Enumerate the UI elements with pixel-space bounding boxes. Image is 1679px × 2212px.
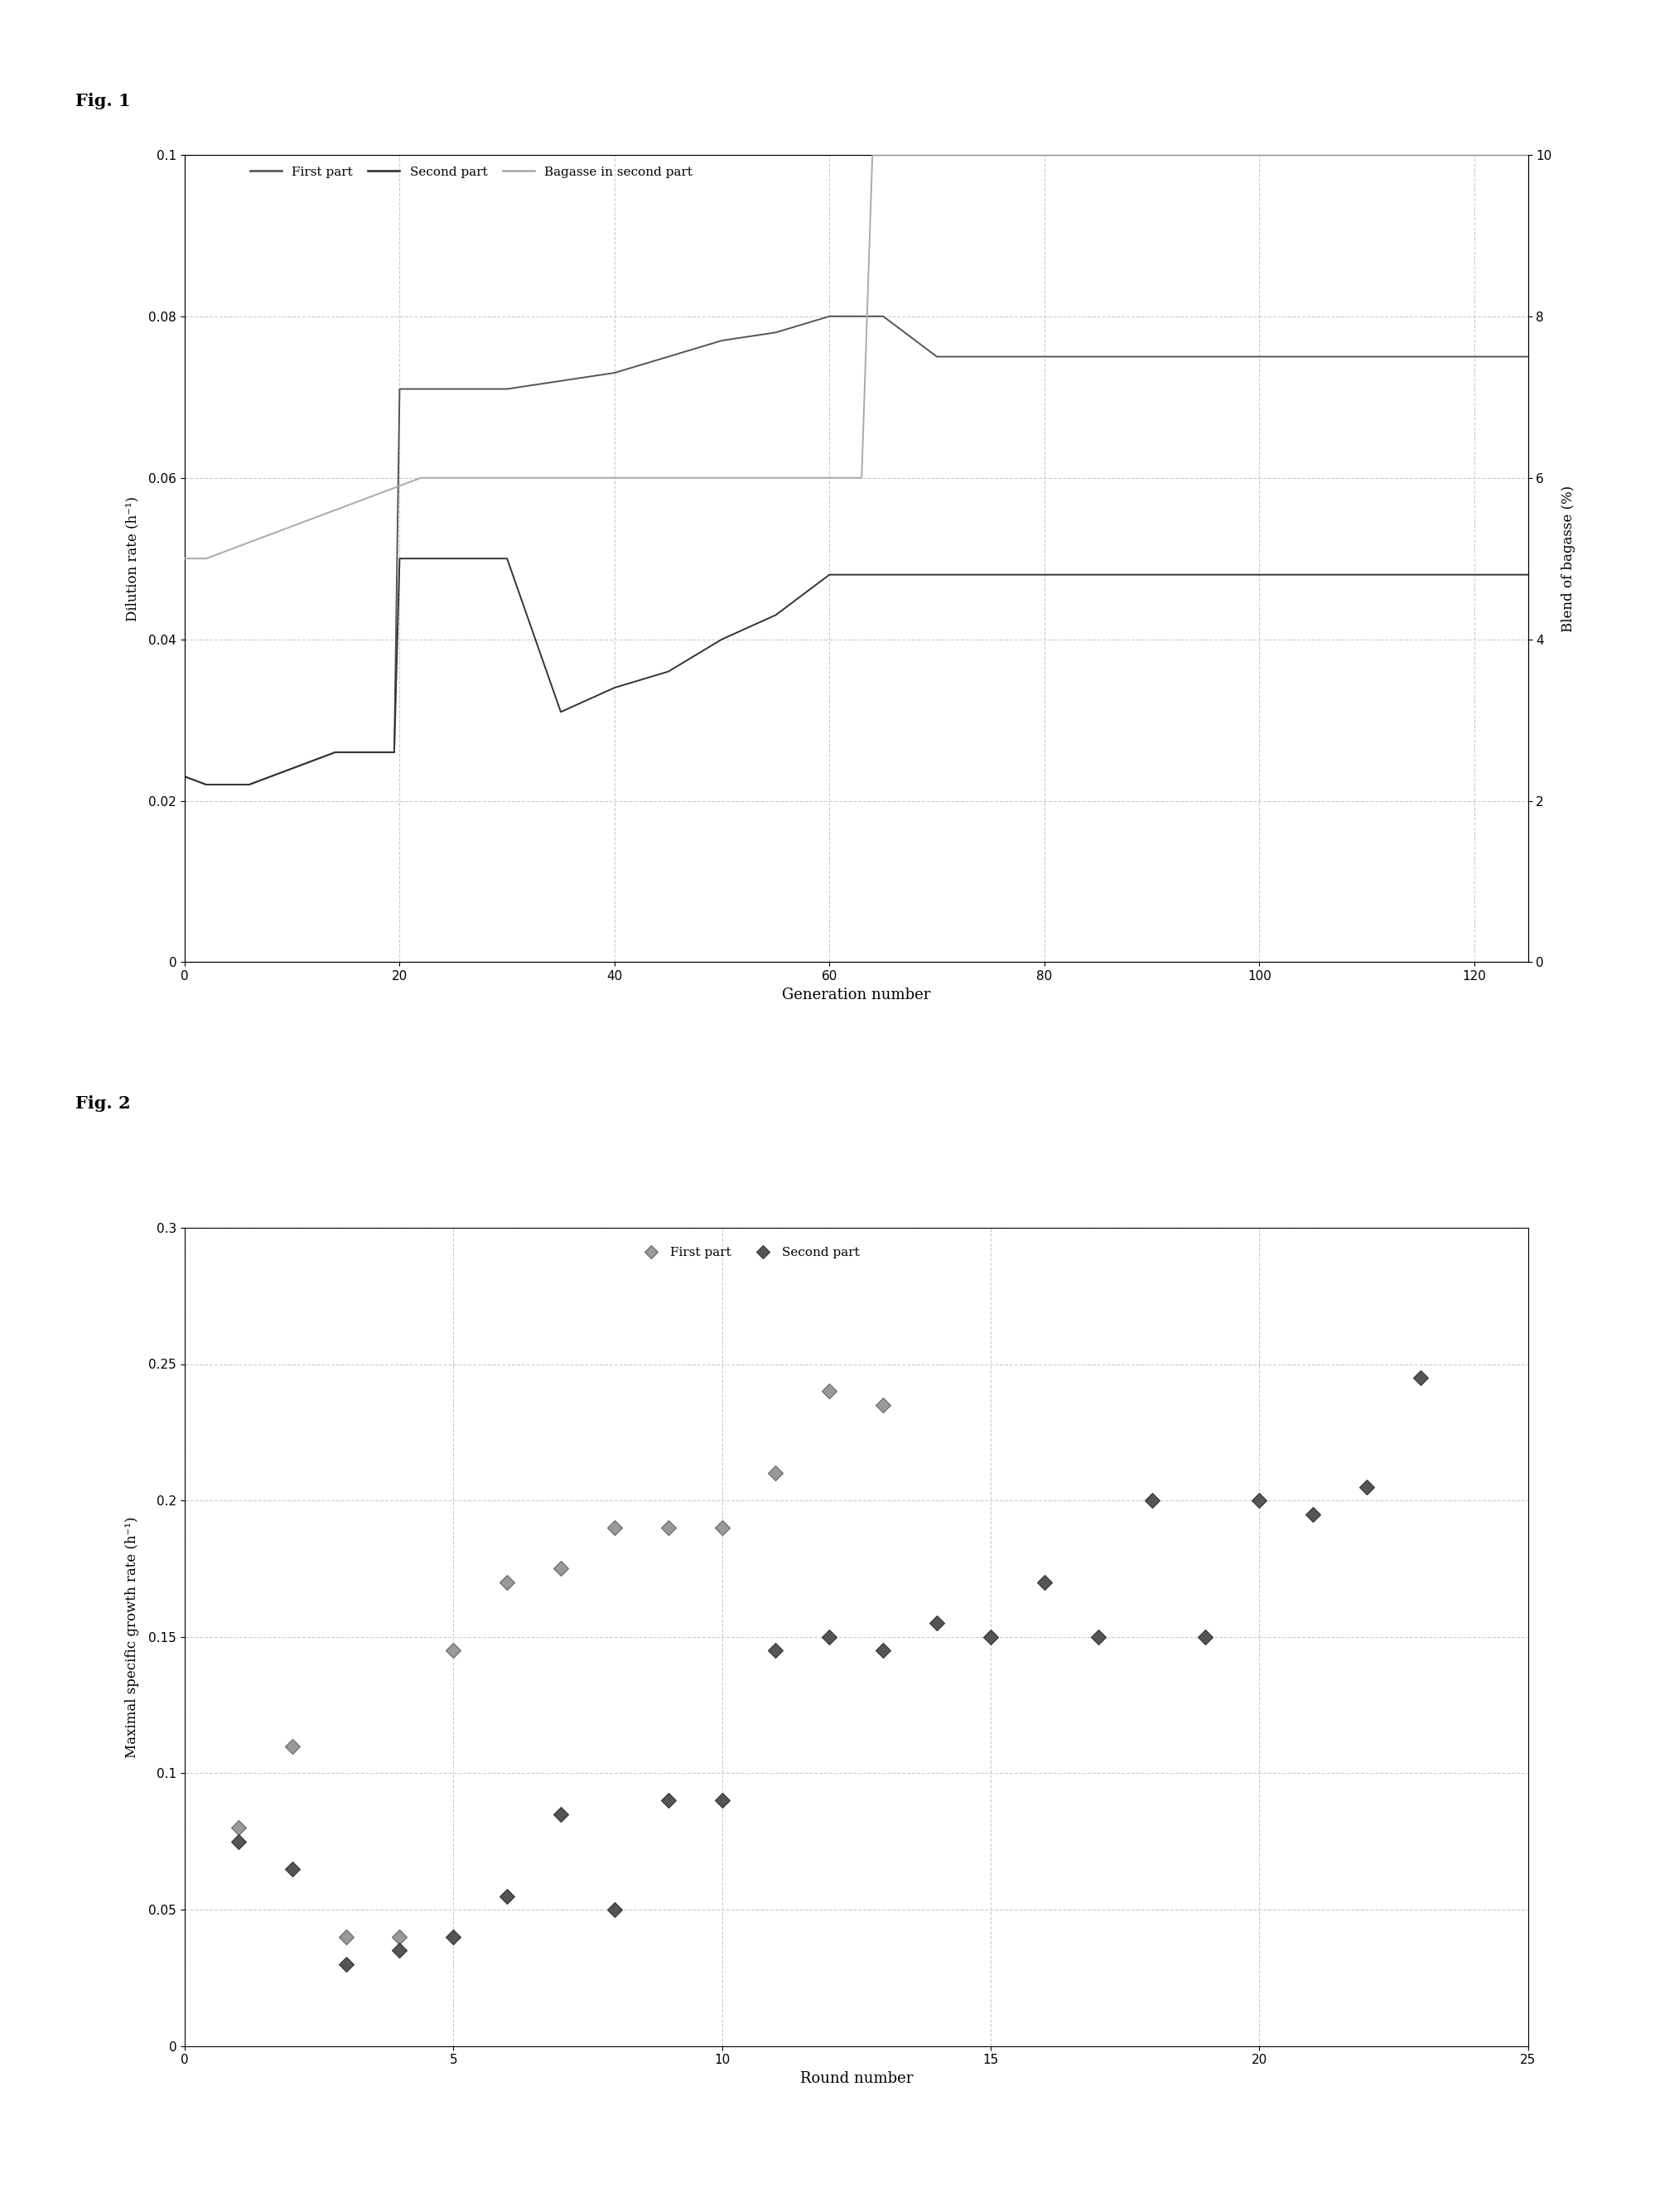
- Legend: First part, Second part, Bagasse in second part: First part, Second part, Bagasse in seco…: [245, 161, 697, 184]
- X-axis label: Generation number: Generation number: [782, 987, 930, 1002]
- Text: Fig. 2: Fig. 2: [76, 1095, 131, 1110]
- X-axis label: Round number: Round number: [799, 2070, 913, 2086]
- Y-axis label: Blend of bagasse (%): Blend of bagasse (%): [1561, 484, 1575, 633]
- Text: Fig. 1: Fig. 1: [76, 93, 131, 108]
- Y-axis label: Maximal specific growth rate (h⁻¹): Maximal specific growth rate (h⁻¹): [126, 1515, 139, 1759]
- Y-axis label: Dilution rate (h⁻¹): Dilution rate (h⁻¹): [126, 495, 139, 622]
- Legend: First part, Second part: First part, Second part: [633, 1243, 865, 1263]
